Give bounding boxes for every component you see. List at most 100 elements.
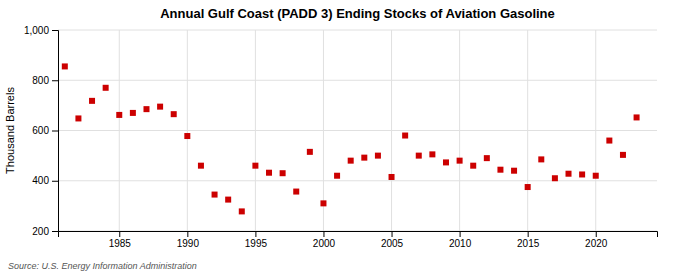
tick: 1995 <box>245 231 268 249</box>
grid-line <box>58 30 657 31</box>
point <box>116 112 122 118</box>
tick-label: 200 <box>32 226 49 237</box>
tick: 400 <box>32 175 58 186</box>
point <box>62 63 68 69</box>
point <box>225 197 231 203</box>
tick: 600 <box>32 125 58 136</box>
point <box>457 158 463 164</box>
point <box>198 163 204 169</box>
tick-label: 2015 <box>517 238 540 249</box>
tick: 2020 <box>585 231 608 249</box>
points <box>62 63 640 214</box>
point <box>89 98 95 104</box>
point <box>525 184 531 190</box>
point <box>252 163 258 169</box>
grid-line <box>391 30 392 231</box>
title: Annual Gulf Coast (PADD 3) Ending Stocks… <box>160 6 555 21</box>
point <box>75 115 81 121</box>
x-axis: 1985 1990 1995 2000 2005 2010 2015 2020 <box>59 231 658 249</box>
point <box>103 85 109 91</box>
tick-label: 1,000 <box>24 25 49 36</box>
axis-line <box>52 31 59 232</box>
tick-mark <box>460 231 461 237</box>
grid <box>58 30 657 231</box>
point <box>130 110 136 116</box>
point <box>620 152 626 158</box>
tick: 1985 <box>109 231 132 249</box>
point <box>538 156 544 162</box>
point <box>143 106 149 112</box>
y-axis: 200 400 600 800 1,000 <box>24 25 59 237</box>
point <box>443 159 449 165</box>
grid-line <box>119 30 120 231</box>
point <box>293 189 299 195</box>
tick: 200 <box>32 226 58 237</box>
point <box>552 175 558 181</box>
tick-mark <box>392 231 393 237</box>
tick: 2010 <box>449 231 472 249</box>
point <box>266 170 272 176</box>
point <box>579 171 585 177</box>
point <box>280 170 286 176</box>
tick-label: 800 <box>32 75 49 86</box>
tick-label: 600 <box>32 125 49 136</box>
tick-mark <box>596 231 597 237</box>
tick: 2000 <box>313 231 336 249</box>
point <box>320 200 326 206</box>
tick-mark <box>255 231 256 237</box>
point <box>416 153 422 159</box>
tick-label: 1990 <box>177 238 200 249</box>
tick-label: 1985 <box>109 238 132 249</box>
grid-line <box>595 30 596 231</box>
point <box>606 138 612 144</box>
point <box>634 114 640 120</box>
point <box>348 158 354 164</box>
grid-line <box>187 30 188 231</box>
point <box>470 163 476 169</box>
point <box>334 173 340 179</box>
tick-label: 2010 <box>449 238 472 249</box>
point <box>429 151 435 157</box>
point <box>307 149 313 155</box>
grid-line <box>58 80 657 81</box>
tick: 800 <box>32 75 58 86</box>
point <box>184 133 190 139</box>
tick: 1,000 <box>24 25 58 36</box>
point <box>389 174 395 180</box>
grid-line <box>255 30 256 231</box>
grid-line <box>58 130 657 131</box>
point <box>375 153 381 159</box>
point <box>171 111 177 117</box>
tick-label: 2000 <box>313 238 336 249</box>
tick-mark <box>52 131 58 132</box>
tick: 1990 <box>177 231 200 249</box>
point <box>593 173 599 179</box>
tick-mark <box>187 231 188 237</box>
tick-mark <box>52 231 58 232</box>
grid-line <box>527 30 528 231</box>
axis-line <box>59 232 658 238</box>
point <box>566 171 572 177</box>
point <box>511 168 517 174</box>
plot: 1985 1990 1995 2000 2005 2010 2015 2020 200 400 60… <box>24 25 658 249</box>
grid-line <box>58 180 657 181</box>
tick: 2005 <box>381 231 404 249</box>
tick-mark <box>52 181 58 182</box>
point <box>157 104 163 110</box>
point <box>212 192 218 198</box>
chart: 1985 1990 1995 2000 2005 2010 2015 2020 200 400 60… <box>0 0 675 275</box>
annotation: Source: U.S. Energy Information Administ… <box>8 261 197 271</box>
tick-mark <box>52 80 58 81</box>
tick-label: 400 <box>32 175 49 186</box>
tick-label: 1995 <box>245 238 268 249</box>
tick-mark <box>119 231 120 237</box>
tick-mark <box>323 231 324 237</box>
tick-mark <box>528 231 529 237</box>
tick-label: 2005 <box>381 238 404 249</box>
point <box>239 208 245 214</box>
point <box>361 155 367 161</box>
tick-label: 2020 <box>585 238 608 249</box>
tick-mark <box>52 30 58 31</box>
tick: 2015 <box>517 231 540 249</box>
grid-line <box>459 30 460 231</box>
